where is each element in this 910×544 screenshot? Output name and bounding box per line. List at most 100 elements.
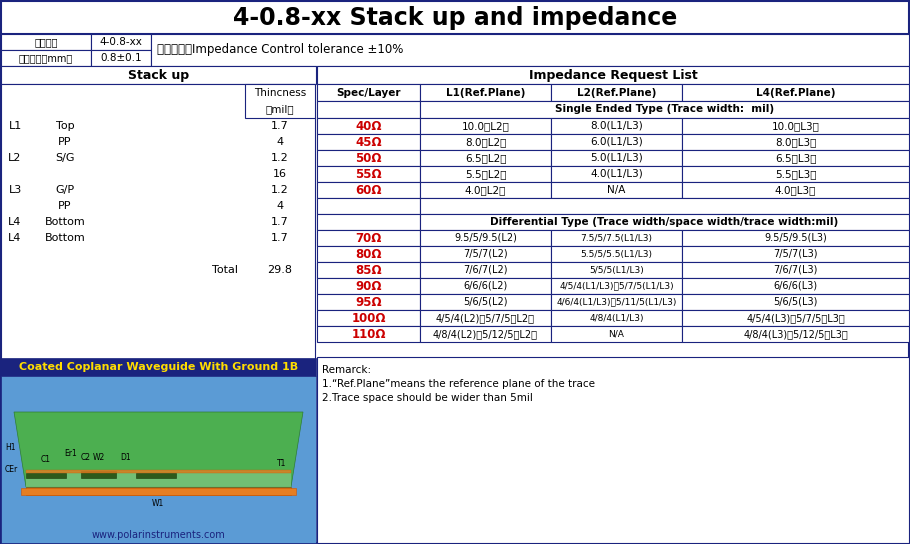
Text: Spec/Layer: Spec/Layer <box>337 88 400 97</box>
Text: 4/8/4(L3)、5/12/5（L3）: 4/8/4(L3)、5/12/5（L3） <box>743 329 848 339</box>
Text: 9.5/5/9.5(L2): 9.5/5/9.5(L2) <box>454 233 517 243</box>
Text: PP: PP <box>58 137 72 147</box>
Bar <box>682 230 909 246</box>
Text: 10.0（L2）: 10.0（L2） <box>461 121 510 131</box>
Bar <box>682 262 909 278</box>
Text: 5.5（L3）: 5.5（L3） <box>774 169 816 179</box>
Text: Er1: Er1 <box>65 448 77 458</box>
Text: L3: L3 <box>8 185 22 195</box>
Text: 7/6/7(L2): 7/6/7(L2) <box>463 265 508 275</box>
Text: H1: H1 <box>5 443 16 453</box>
Text: 1.2: 1.2 <box>271 153 288 163</box>
Bar <box>420 166 551 182</box>
Text: Total: Total <box>212 265 238 275</box>
Text: 0.8±0.1: 0.8±0.1 <box>100 53 142 63</box>
Bar <box>682 118 909 134</box>
Bar <box>245 182 315 198</box>
Text: 2.Trace space should be wider than 5mil: 2.Trace space should be wider than 5mil <box>322 393 533 403</box>
Bar <box>317 118 420 134</box>
Text: 完成板厚（mm）: 完成板厚（mm） <box>19 53 73 63</box>
Bar <box>80 216 220 228</box>
Text: 4.0(L1/L3): 4.0(L1/L3) <box>590 169 642 179</box>
Bar <box>75 168 225 180</box>
Text: 1.2: 1.2 <box>271 185 288 195</box>
Text: 4.0（L3）: 4.0（L3） <box>774 185 816 195</box>
Text: 40Ω: 40Ω <box>355 120 382 133</box>
Text: 5/6/5(L3): 5/6/5(L3) <box>774 297 818 307</box>
Text: Coated Coplanar Waveguide With Ground 1B: Coated Coplanar Waveguide With Ground 1B <box>19 362 298 372</box>
Text: 1.7: 1.7 <box>271 121 288 131</box>
Text: L1(Ref.Plane): L1(Ref.Plane) <box>446 88 525 97</box>
Text: S/G: S/G <box>56 153 75 163</box>
Text: 7/5/7(L3): 7/5/7(L3) <box>774 249 818 259</box>
Text: Thincness: Thincness <box>254 88 306 97</box>
Bar <box>317 66 909 84</box>
Text: 95Ω: 95Ω <box>355 295 382 308</box>
Bar <box>551 134 682 150</box>
Bar <box>420 118 551 134</box>
Bar <box>551 118 682 134</box>
Bar <box>420 278 551 294</box>
Text: 6/6/6(L2): 6/6/6(L2) <box>463 281 508 291</box>
Bar <box>420 230 551 246</box>
Text: W2: W2 <box>93 454 106 462</box>
Text: www.polarinstruments.com: www.polarinstruments.com <box>92 530 226 540</box>
Bar <box>317 198 420 214</box>
Polygon shape <box>26 473 291 487</box>
Bar <box>317 166 420 182</box>
Bar <box>551 326 682 342</box>
Bar <box>420 101 909 118</box>
Text: 8.0(L1/L3): 8.0(L1/L3) <box>590 121 642 131</box>
Bar <box>317 246 420 262</box>
Bar <box>420 134 551 150</box>
Bar <box>682 246 909 262</box>
Bar <box>1 376 316 543</box>
Text: 60Ω: 60Ω <box>355 183 382 196</box>
Text: 6/6/6(L3): 6/6/6(L3) <box>774 281 817 291</box>
Bar <box>682 310 909 326</box>
Bar <box>420 198 909 214</box>
Text: CEr: CEr <box>5 466 18 474</box>
Bar <box>1 84 315 543</box>
Bar <box>21 488 296 495</box>
Bar <box>1 34 91 50</box>
Bar <box>245 118 315 134</box>
Text: 叠构编号: 叠构编号 <box>35 37 57 47</box>
Bar <box>420 214 909 230</box>
Text: 4/8/4(L2)、5/12/5（L2）: 4/8/4(L2)、5/12/5（L2） <box>433 329 538 339</box>
Bar <box>1 50 91 66</box>
Bar <box>551 278 682 294</box>
Text: 100Ω: 100Ω <box>351 312 386 325</box>
Text: PP: PP <box>58 201 72 211</box>
Bar <box>420 150 551 166</box>
Text: 110Ω: 110Ω <box>351 327 386 341</box>
Bar <box>80 232 220 244</box>
Bar <box>682 182 909 198</box>
Text: 4/5/4(L3)、5/7/5（L3）: 4/5/4(L3)、5/7/5（L3） <box>746 313 844 323</box>
Text: 8.0（L2）: 8.0（L2） <box>465 137 506 147</box>
Bar <box>1 1 909 34</box>
Text: 4: 4 <box>277 201 284 211</box>
Text: 16: 16 <box>273 169 287 179</box>
Text: 55Ω: 55Ω <box>355 168 382 181</box>
Bar <box>245 214 315 230</box>
Text: L1: L1 <box>8 121 22 131</box>
Text: Bottom: Bottom <box>45 217 86 227</box>
Text: Top: Top <box>56 121 75 131</box>
Text: L2: L2 <box>8 153 22 163</box>
Bar <box>1 66 316 84</box>
Bar <box>551 166 682 182</box>
Bar <box>317 150 420 166</box>
Text: L4: L4 <box>8 217 22 227</box>
Bar <box>26 473 66 478</box>
Text: 6.5（L2）: 6.5（L2） <box>465 153 506 163</box>
Text: N/A: N/A <box>607 185 626 195</box>
Bar <box>317 182 420 198</box>
Bar <box>151 34 909 66</box>
Bar <box>245 84 315 118</box>
Bar <box>551 246 682 262</box>
Bar <box>317 84 420 101</box>
Text: 4/8/4(L1/L3): 4/8/4(L1/L3) <box>590 313 643 323</box>
Bar <box>245 166 315 182</box>
Bar <box>420 182 551 198</box>
